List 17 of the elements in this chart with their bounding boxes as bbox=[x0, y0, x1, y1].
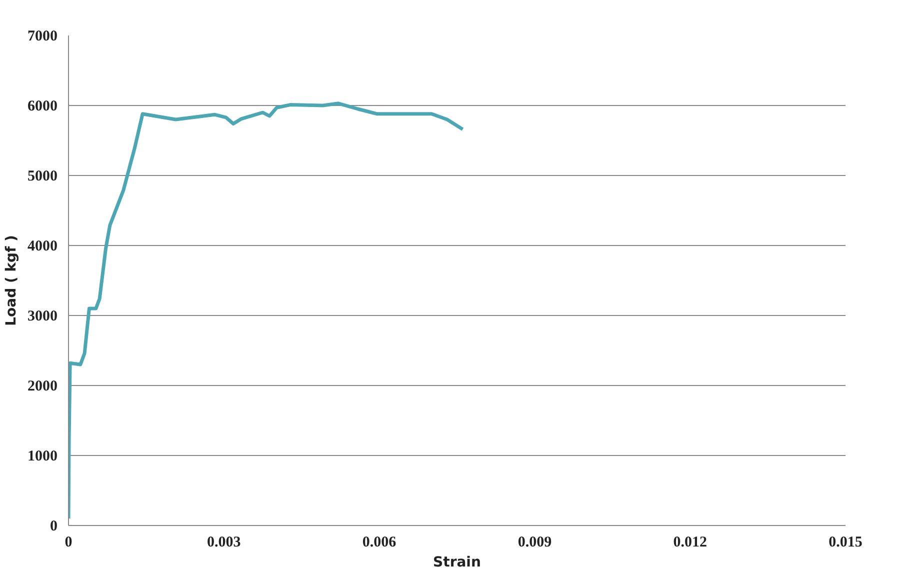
y-tick-label: 2000 bbox=[28, 378, 58, 394]
y-tick-label: 1000 bbox=[28, 448, 58, 464]
x-axis-title: Strain bbox=[433, 554, 481, 570]
x-tick-label: 0 bbox=[64, 534, 72, 550]
y-tick-label: 3000 bbox=[28, 308, 58, 324]
y-axis-title: Load ( kgf ) bbox=[4, 235, 20, 326]
y-tick-label: 7000 bbox=[28, 28, 58, 44]
y-tick-label: 4000 bbox=[28, 238, 58, 254]
line-series bbox=[68, 102, 464, 520]
y-tick-label: 6000 bbox=[28, 98, 58, 114]
x-tick-label: 0.003 bbox=[207, 534, 241, 550]
x-tick-label: 0.006 bbox=[362, 534, 397, 550]
x-tick-label: 0.009 bbox=[518, 534, 552, 550]
y-tick-label: 0 bbox=[50, 518, 58, 534]
x-tick-label: 0.015 bbox=[828, 534, 862, 550]
y-tick-label: 5000 bbox=[28, 168, 58, 184]
x-tick-label: 0.012 bbox=[673, 534, 707, 550]
